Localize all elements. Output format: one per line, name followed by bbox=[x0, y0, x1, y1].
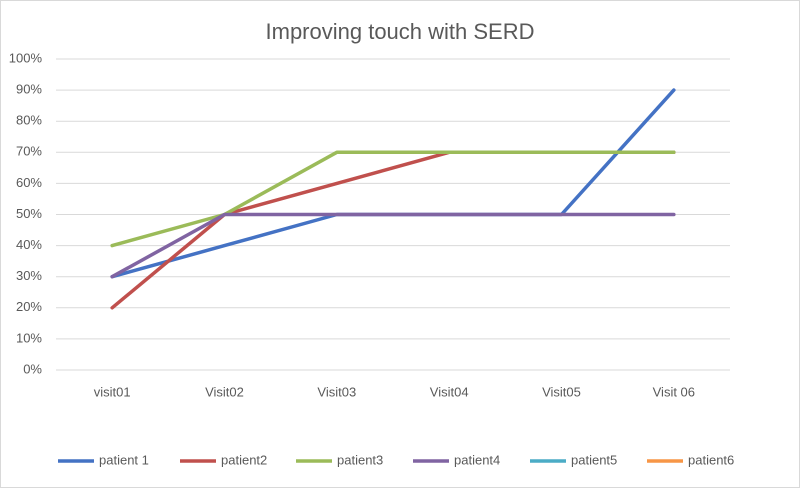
y-tick-label: 30% bbox=[16, 268, 42, 283]
x-tick-label: visit01 bbox=[94, 384, 131, 399]
y-tick-label: 90% bbox=[16, 82, 42, 97]
legend-label: patient3 bbox=[337, 452, 383, 467]
y-tick-label: 70% bbox=[16, 144, 42, 159]
legend-label: patient6 bbox=[688, 452, 734, 467]
y-tick-label: 100% bbox=[9, 50, 43, 65]
x-tick-label: Visit05 bbox=[542, 384, 581, 399]
x-tick-label: Visit 06 bbox=[653, 384, 695, 399]
x-tick-label: Visit03 bbox=[317, 384, 356, 399]
y-tick-label: 0% bbox=[23, 361, 42, 376]
y-tick-label: 60% bbox=[16, 175, 42, 190]
series-line bbox=[110, 150, 676, 248]
legend-label: patient2 bbox=[221, 452, 267, 467]
y-tick-label: 40% bbox=[16, 237, 42, 252]
y-tick-label: 10% bbox=[16, 330, 42, 345]
series-line bbox=[110, 212, 676, 279]
legend-label: patient 1 bbox=[99, 452, 149, 467]
x-tick-label: Visit04 bbox=[430, 384, 469, 399]
legend-label: patient4 bbox=[454, 452, 500, 467]
y-tick-label: 80% bbox=[16, 113, 42, 128]
x-tick-label: Visit02 bbox=[205, 384, 244, 399]
y-tick-label: 50% bbox=[16, 206, 42, 221]
y-tick-label: 20% bbox=[16, 299, 42, 314]
chart-title: Improving touch with SERD bbox=[266, 19, 535, 44]
legend-label: patient5 bbox=[571, 452, 617, 467]
